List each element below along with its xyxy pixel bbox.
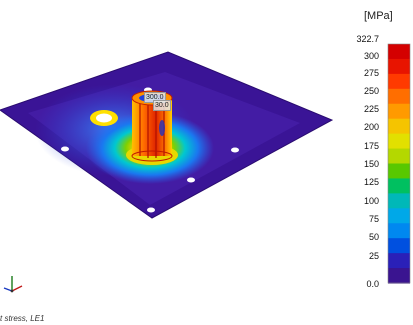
hole [231,147,239,153]
colorbar-swatch [388,58,410,75]
hole [147,207,155,213]
colorbar-swatch [388,268,410,284]
colorbar-tick-label: 0.0 [366,279,379,289]
colorbar-swatch [388,148,410,165]
colorbar-swatch [388,103,410,120]
plot-caption: t stress, LE1 [0,314,45,323]
colorbar-tick-label: 300 [363,51,379,61]
colorbar-tick-label: 200 [363,122,379,132]
colorbar-tick-label: 175 [363,141,379,151]
colorbar-swatch [388,73,410,90]
unit-label: [MPa] [364,10,393,22]
colorbar-swatch [388,118,410,135]
colorbar-tick-label: 125 [363,177,379,187]
colorbar-tick-label: 275 [363,68,379,78]
hole [187,177,195,183]
colorbar-swatch [388,133,410,150]
colorbar-tick-label: 100 [363,196,379,206]
colorbar-tick-label: 75 [368,214,379,224]
colorbar-tick-label: 225 [363,104,379,114]
colorbar-swatch [388,178,410,194]
colorbar-swatch [388,238,410,254]
coordinate-triad-icon [3,276,23,293]
colorbar-tick-label: 25 [368,251,379,261]
colorbar-swatch [388,223,410,239]
colorbar-swatch [388,193,410,209]
colorbar-swatch [388,163,410,180]
colorbar-tick-label: 322.7 [356,34,379,44]
colorbar-tick-label: 50 [368,232,379,242]
probe-annotation-min: 30.0 [153,100,171,111]
colorbar-tick-label: 150 [363,159,379,169]
colorbar-swatch [388,253,410,269]
hole [61,146,69,152]
colorbar-frame [387,43,411,284]
colorbar-swatch [388,88,410,105]
colorbar-swatch [388,208,410,224]
colorbar [387,43,411,284]
colorbar-swatch [388,44,410,60]
colorbar-tick-label: 250 [363,86,379,96]
